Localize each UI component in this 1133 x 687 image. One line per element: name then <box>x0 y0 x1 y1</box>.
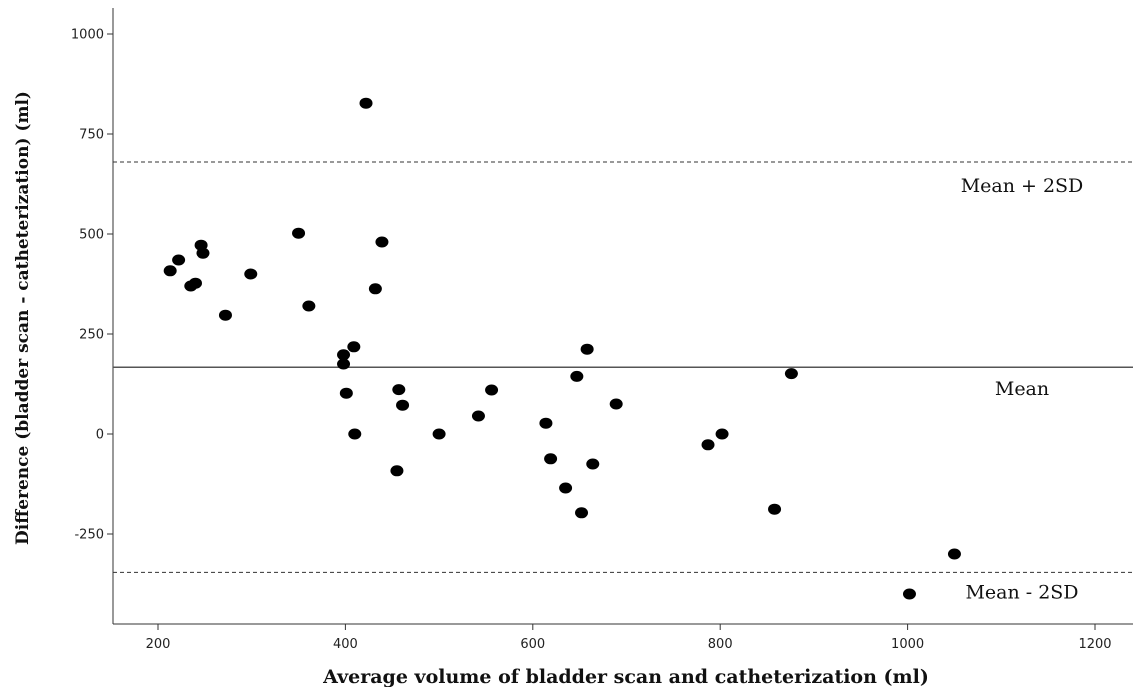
x-axis-ticks: 200 400 600 800 1000 1200 <box>146 624 1112 652</box>
data-point-3 <box>188 277 202 289</box>
x-tick-label-4: 1000 <box>891 637 924 652</box>
data-point-24 <box>539 417 553 429</box>
x-tick-label-2: 600 <box>520 637 545 652</box>
data-point-6 <box>218 309 232 321</box>
y-tick-label-3: 250 <box>79 328 104 343</box>
y-axis-title: Difference (bladder scan - catheterizati… <box>13 91 33 545</box>
data-point-22 <box>471 410 485 422</box>
data-point-10 <box>337 349 351 361</box>
data-point-37 <box>947 548 961 560</box>
data-point-9 <box>302 300 316 312</box>
data-point-27 <box>570 370 584 382</box>
reference-label-2: Mean - 2SD <box>965 581 1078 603</box>
plot-area <box>112 8 1133 625</box>
data-point-28 <box>575 507 589 519</box>
data-point-33 <box>715 428 729 440</box>
x-tick-label-5: 1200 <box>1078 637 1111 652</box>
data-point-15 <box>359 97 373 109</box>
data-point-1 <box>172 254 186 266</box>
data-point-16 <box>368 283 382 295</box>
data-point-13 <box>347 341 361 353</box>
reference-label-1: Mean <box>995 378 1049 400</box>
y-tick-label-4: 0 <box>96 428 104 443</box>
data-point-34 <box>768 503 782 515</box>
data-point-35 <box>784 368 798 380</box>
reference-labels: Mean + 2SD Mean Mean - 2SD <box>961 175 1084 603</box>
data-point-23 <box>485 384 499 396</box>
data-point-29 <box>580 343 594 355</box>
data-points <box>163 97 961 600</box>
data-point-21 <box>432 428 446 440</box>
data-point-14 <box>348 428 362 440</box>
y-tick-label-1: 750 <box>79 128 104 143</box>
data-point-12 <box>339 387 353 399</box>
x-axis-title: Average volume of bladder scan and cathe… <box>322 666 929 687</box>
x-tick-label-0: 200 <box>146 637 171 652</box>
data-point-17 <box>375 236 389 248</box>
data-point-19 <box>392 384 406 396</box>
data-point-5 <box>196 247 210 259</box>
reference-label-0: Mean + 2SD <box>961 175 1084 197</box>
data-point-7 <box>244 268 258 280</box>
data-point-20 <box>396 399 410 411</box>
data-point-11 <box>337 358 351 370</box>
data-point-36 <box>902 588 916 600</box>
x-tick-label-1: 400 <box>333 637 358 652</box>
y-tick-label-2: 500 <box>79 228 104 243</box>
data-point-30 <box>586 458 600 470</box>
reference-lines <box>113 161 1133 573</box>
data-point-25 <box>544 453 558 465</box>
y-tick-label-5: -250 <box>74 528 104 543</box>
data-point-0 <box>163 265 177 277</box>
data-point-32 <box>701 439 715 451</box>
data-point-31 <box>609 398 623 410</box>
y-axis-ticks: 1000 750 500 250 0 -250 <box>71 28 113 543</box>
data-point-18 <box>390 465 404 477</box>
data-point-8 <box>292 227 306 239</box>
y-tick-label-0: 1000 <box>71 28 104 43</box>
data-point-26 <box>559 482 573 494</box>
x-tick-label-3: 800 <box>708 637 733 652</box>
